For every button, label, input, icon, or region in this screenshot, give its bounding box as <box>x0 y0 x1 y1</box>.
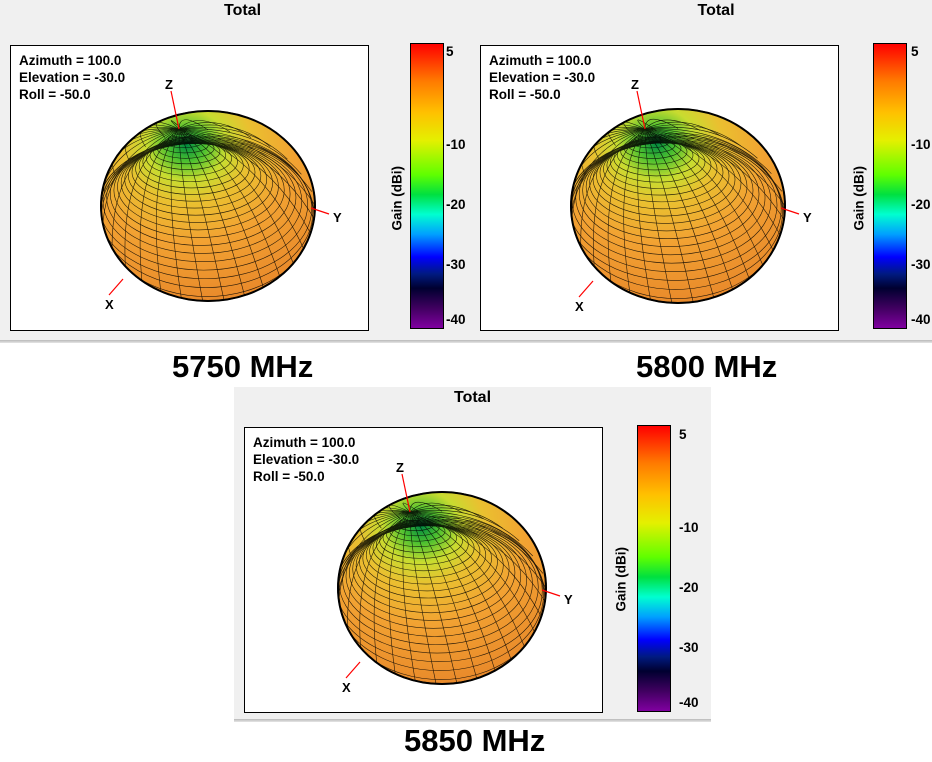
azimuth-label: Azimuth = 100.0 <box>489 53 592 68</box>
colorbar-tick-minus20: -20 <box>679 580 699 595</box>
roll-label: Roll = -50.0 <box>19 87 91 102</box>
frequency-label-5800: 5800 MHz <box>636 349 778 384</box>
axes-lines <box>345 473 561 679</box>
axis-label-y: Y <box>333 210 342 225</box>
axis-label-x: X <box>575 299 584 314</box>
plot-area: Z Y X Azimuth = 100.0 Elevation = -30.0 Ro… <box>10 45 369 331</box>
roll-label: Roll = -50.0 <box>489 87 561 102</box>
axis-label-y: Y <box>803 210 812 225</box>
panel-edge <box>0 340 470 343</box>
colorbar-tick-minus40: -40 <box>679 695 699 710</box>
axis-label-y: Y <box>564 592 573 607</box>
panel-edge <box>234 719 711 722</box>
elevation-label: Elevation = -30.0 <box>19 70 126 85</box>
colorbar-tick-minus40: -40 <box>446 312 466 327</box>
elevation-label: Elevation = -30.0 <box>253 452 360 467</box>
pattern-mesh <box>101 119 315 301</box>
radiation-pattern-3d: Z Y X <box>100 77 342 312</box>
view-info: Azimuth = 100.0 Elevation = -30.0 Roll =… <box>489 52 595 103</box>
chart-title: Total <box>223 2 262 19</box>
chart-panel-5750: Total Z Y X Azimuth = 100.0 Elevation = -3… <box>0 0 470 343</box>
colorbar-label: Gain (dBi) <box>613 547 629 612</box>
colorbar-label: Gain (dBi) <box>851 166 867 231</box>
colorbar-tick-minus20: -20 <box>446 197 466 212</box>
axis-label-z: Z <box>165 77 173 92</box>
colorbar-tick-5: 5 <box>911 44 919 59</box>
plot-area: Z Y X Azimuth = 100.0 Elevation = -30.0 Ro… <box>480 45 839 331</box>
frequency-label-5750: 5750 MHz <box>172 349 314 384</box>
colorbar-tick-minus30: -30 <box>911 257 931 272</box>
radiation-pattern-3d: Z Y X <box>337 460 573 695</box>
chart-panel-5850: Total Z Y X Azimuth = 100.0 Elevation = -3… <box>234 387 711 722</box>
panel-edge <box>470 340 932 343</box>
colorbar-tick-minus30: -30 <box>446 257 466 272</box>
axis-label-z: Z <box>631 77 639 92</box>
axis-label-x: X <box>342 680 351 695</box>
colorbar-tick-5: 5 <box>679 427 687 442</box>
colorbar <box>410 43 444 329</box>
chart-title: Total <box>453 389 492 406</box>
colorbar-label: Gain (dBi) <box>389 166 405 231</box>
colorbar-tick-minus40: -40 <box>911 312 931 327</box>
plot-area: Z Y X Azimuth = 100.0 Elevation = -30.0 Ro… <box>244 427 603 713</box>
colorbar-tick-minus10: -10 <box>679 520 699 535</box>
radiation-pattern-3d: Z Y X <box>570 77 812 314</box>
chart-title: Total <box>697 2 735 19</box>
roll-label: Roll = -50.0 <box>253 469 325 484</box>
colorbar-tick-minus20: -20 <box>911 197 931 212</box>
azimuth-label: Azimuth = 100.0 <box>253 435 356 450</box>
elevation-label: Elevation = -30.0 <box>489 70 596 85</box>
azimuth-label: Azimuth = 100.0 <box>19 53 122 68</box>
colorbar-tick-minus10: -10 <box>911 137 931 152</box>
view-info: Azimuth = 100.0 Elevation = -30.0 Roll =… <box>253 434 359 485</box>
axes-lines <box>578 90 800 298</box>
colorbar-tick-minus30: -30 <box>679 640 699 655</box>
view-info: Azimuth = 100.0 Elevation = -30.0 Roll =… <box>19 52 125 103</box>
colorbar <box>873 43 907 329</box>
frequency-label-5850: 5850 MHz <box>404 723 546 758</box>
axis-label-x: X <box>105 297 114 312</box>
chart-panel-5800: Total Z Y X Azimuth = 100.0 Elevation = -3… <box>470 0 932 343</box>
axis-label-z: Z <box>396 460 404 475</box>
colorbar-tick-5: 5 <box>446 44 454 59</box>
axes-lines <box>108 90 330 296</box>
colorbar-tick-minus10: -10 <box>446 137 466 152</box>
colorbar <box>637 425 671 712</box>
